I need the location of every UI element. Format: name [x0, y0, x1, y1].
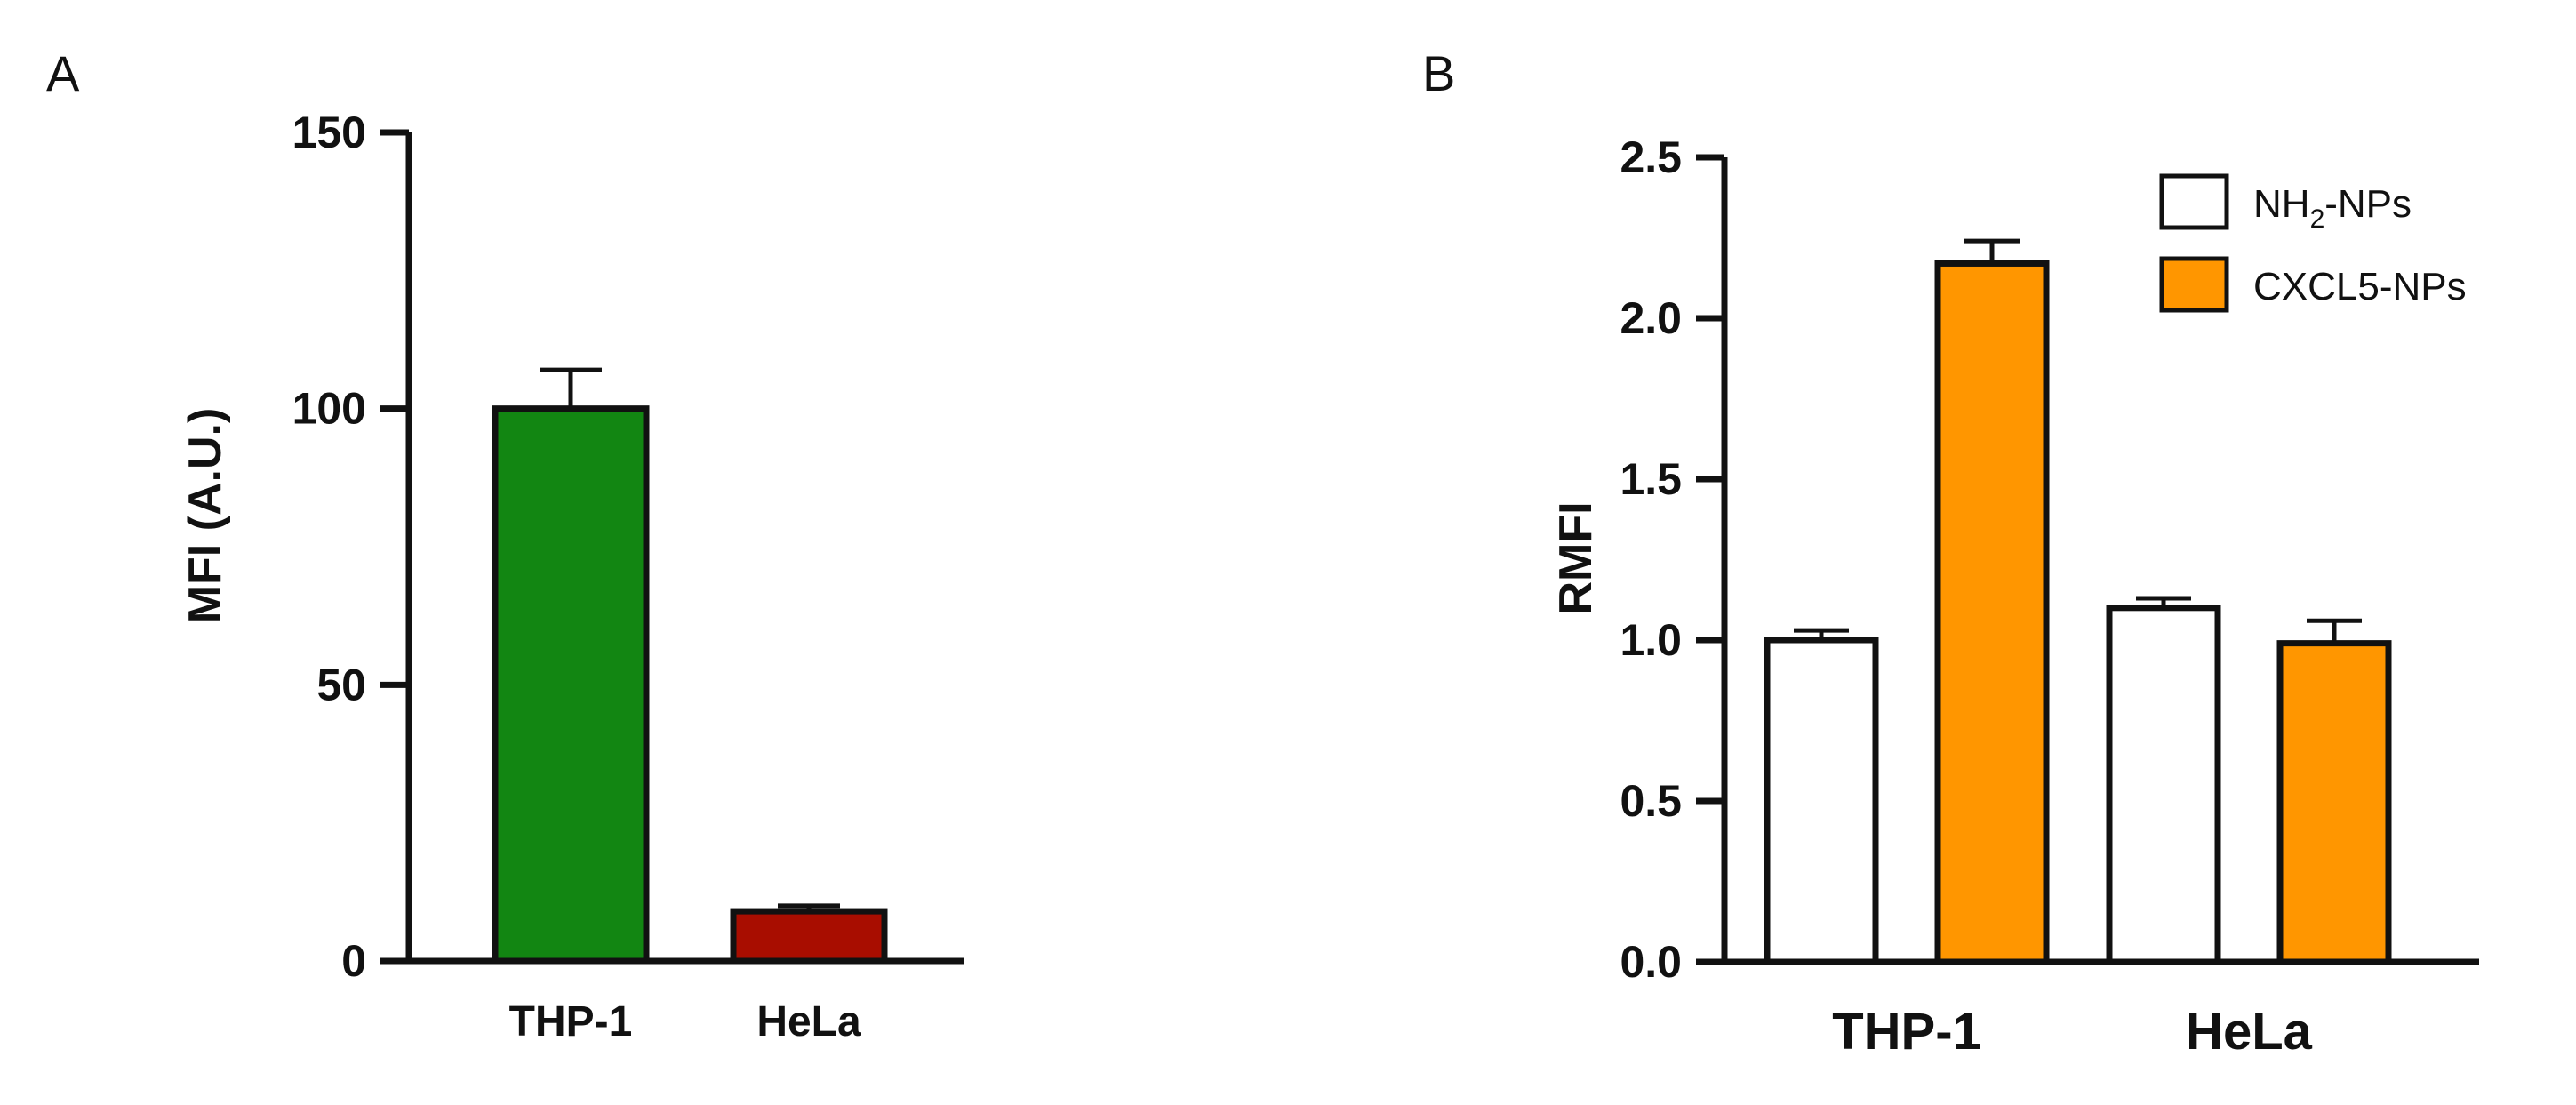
legend-label-cxcl5-nps: CXCL5-NPs	[2253, 265, 2467, 308]
legend-nh2-sub: 2	[2310, 204, 2325, 234]
panel-b-letter: B	[1422, 45, 1455, 101]
chart-b-bar-cxcl5-nps-thp-1	[1934, 260, 2050, 965]
chart-b-ytick-label: 1.0	[1620, 615, 1682, 665]
chart-a: MFI (A.U.) 0 50 100 150 THP-1 HeLa	[180, 108, 964, 1045]
chart-b-bar-nh2-nps-thp-1	[1764, 637, 1879, 965]
chart-a-axes	[405, 132, 964, 965]
chart-b-ytick-label: 2.5	[1620, 132, 1682, 182]
chart-b-legend: NH2-NPs CXCL5-NPs	[2159, 173, 2467, 313]
chart-a-ytick-label: 0	[341, 936, 366, 986]
chart-a-ytick-label: 100	[292, 384, 366, 434]
legend-label-nh2-nps: NH2-NPs	[2253, 182, 2412, 234]
chart-b-category-label: HeLa	[2186, 1003, 2313, 1061]
chart-b-axes	[1721, 157, 2479, 965]
legend-nh2-main: NH	[2253, 182, 2310, 226]
chart-b-ytick-label: 2.0	[1620, 293, 1682, 343]
chart-a-category-label: THP-1	[509, 998, 633, 1045]
panel-a-letter: A	[46, 45, 80, 101]
chart-b-category-label: THP-1	[1832, 1003, 1981, 1061]
legend-swatch-nh2-nps	[2159, 173, 2229, 230]
chart-a-ytick-label: 150	[292, 108, 366, 157]
chart-b-bar-nh2-nps-hela	[2106, 605, 2221, 965]
chart-b-ytick-label: 0.5	[1620, 776, 1682, 826]
chart-b: RMFI 0.0 0.5 1.0 1.5 2.0 2.5 THP-1 HeLa NH2-NP…	[1550, 132, 2479, 1061]
chart-a-bar-thp-1	[492, 405, 650, 965]
chart-b-bar-cxcl5-nps-hela	[2276, 640, 2392, 965]
chart-a-category-label: HeLa	[756, 998, 861, 1045]
legend-swatch-cxcl5-nps	[2159, 256, 2229, 313]
chart-a-ylabel: MFI (A.U.)	[180, 408, 231, 624]
chart-a-bar-hela	[730, 908, 888, 965]
chart-b-ytick-label: 0.0	[1620, 937, 1682, 987]
chart-b-ytick-label: 1.5	[1620, 454, 1682, 504]
legend-nh2-rest: -NPs	[2324, 182, 2412, 226]
chart-a-ytick-label: 50	[316, 660, 366, 709]
chart-b-ylabel: RMFI	[1550, 501, 1602, 614]
